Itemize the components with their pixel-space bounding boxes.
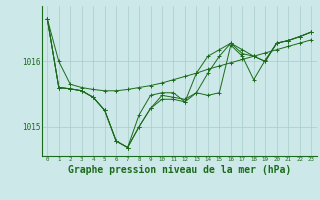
- X-axis label: Graphe pression niveau de la mer (hPa): Graphe pression niveau de la mer (hPa): [68, 165, 291, 175]
